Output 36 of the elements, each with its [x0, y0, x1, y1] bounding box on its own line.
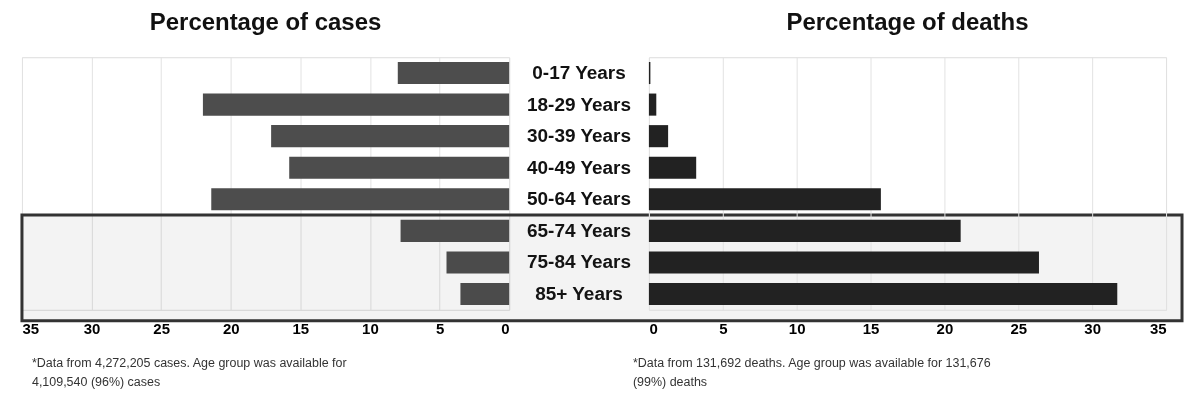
y-tick-label: 30-39 Years — [527, 125, 632, 147]
y-tick-label: 85+ Years — [535, 283, 623, 305]
text: *Data from 4,272,205 cases. Age group was available for 4,109,540 (96%) cases — [31, 355, 347, 389]
bar — [397, 61, 510, 85]
bar — [289, 156, 510, 179]
x-tick-label: 0 — [649, 320, 658, 338]
x-tick-label: 20 — [936, 320, 954, 338]
x-tick-label: 0 — [501, 320, 510, 338]
x-tick-label: 25 — [1010, 320, 1028, 338]
bar — [460, 282, 510, 306]
x-tick-label: 15 — [862, 320, 880, 338]
x-tick-label: 5 — [435, 320, 445, 338]
chart-title: Percentage of deaths — [786, 8, 1029, 36]
chart-title: Percentage of cases — [149, 8, 382, 36]
y-tick-label: 18-29 Years — [527, 93, 632, 115]
bar — [202, 93, 510, 116]
bar — [446, 251, 510, 274]
y-tick-label: 0-17 Years — [532, 62, 626, 84]
x-tick-label: 30 — [1084, 320, 1101, 338]
y-tick-label: 65-74 Years — [527, 219, 632, 241]
y-tick-label: 75-84 Years — [527, 251, 632, 273]
x-tick-label: 35 — [1149, 320, 1167, 338]
bar — [211, 188, 510, 211]
y-tick-label: 40-49 Years — [527, 156, 632, 178]
x-tick-label: 30 — [83, 320, 101, 338]
bar — [400, 219, 510, 242]
text: *Data from 131,692 deaths. Age group was available for 131,676 (99%) deaths — [632, 355, 991, 389]
x-tick-label: 35 — [22, 320, 40, 338]
x-tick-label: 5 — [719, 320, 728, 338]
y-tick-label: 50-64 Years — [527, 188, 632, 210]
x-tick-label: 15 — [292, 320, 310, 338]
bar — [271, 125, 510, 148]
x-tick-label: 20 — [222, 320, 240, 338]
x-tick-label: 10 — [788, 320, 806, 338]
x-tick-label: 25 — [153, 320, 170, 338]
x-tick-label: 10 — [362, 320, 379, 338]
